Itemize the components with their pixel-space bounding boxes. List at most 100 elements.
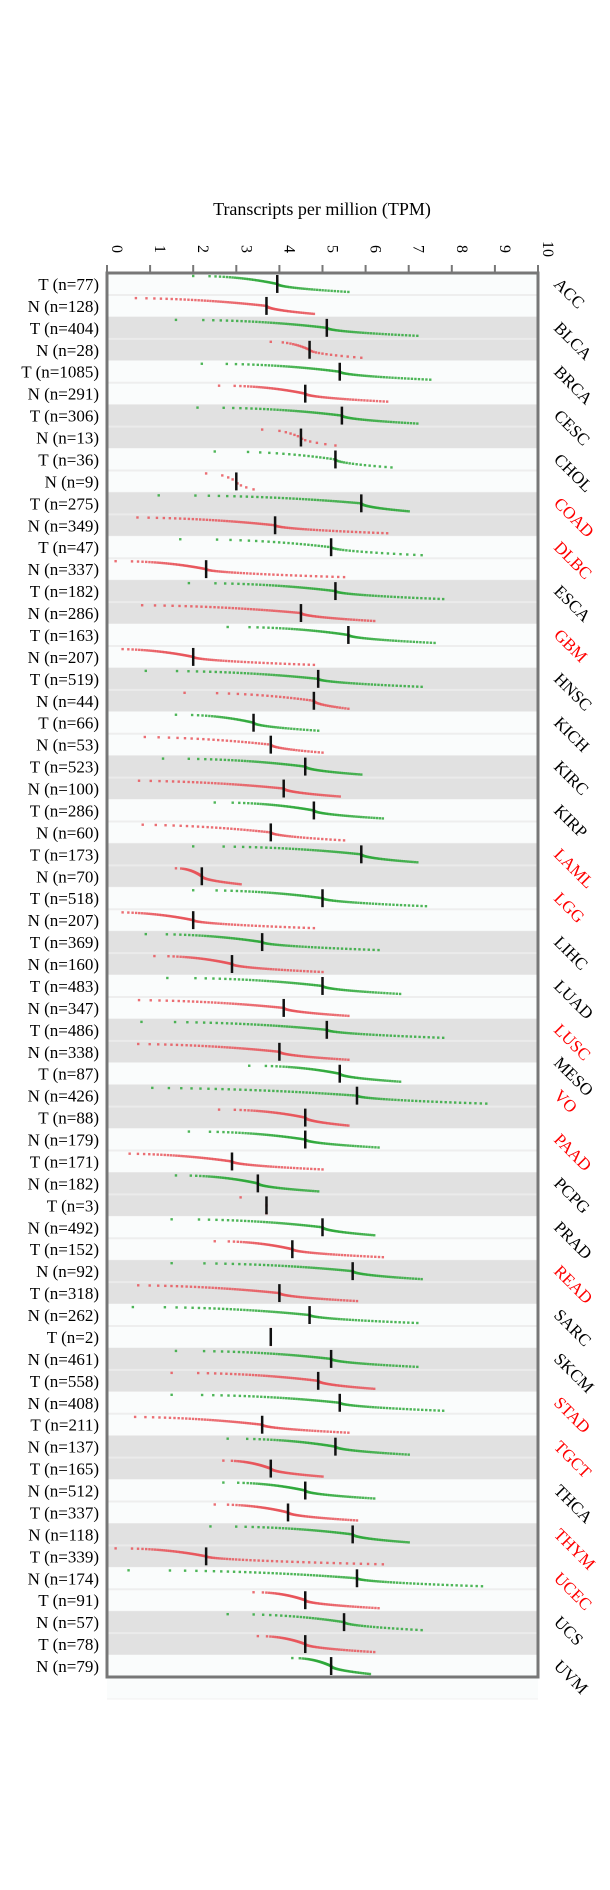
data-point (349, 1385, 353, 1389)
data-point (194, 1417, 198, 1421)
data-point (397, 639, 400, 643)
data-point (356, 1076, 360, 1080)
data-point (280, 1353, 283, 1356)
data-point (260, 1023, 263, 1027)
data-point (308, 1616, 312, 1620)
data-point (341, 397, 344, 401)
data-point (300, 1010, 303, 1014)
data-point (267, 761, 270, 764)
data-point (274, 1264, 277, 1267)
data-point (290, 527, 294, 530)
data-point (298, 453, 301, 457)
data-point (271, 761, 274, 765)
data-point (363, 418, 366, 422)
data-point (299, 1167, 302, 1170)
data-point (261, 761, 264, 764)
data-point (285, 285, 288, 288)
data-point (247, 939, 251, 942)
data-point (300, 1313, 303, 1316)
data-point (156, 1548, 159, 1552)
data-point (324, 442, 327, 446)
data-point (320, 1056, 324, 1060)
data-point (265, 1220, 269, 1224)
data-point (219, 758, 222, 761)
data-point (299, 527, 302, 531)
data-point (331, 705, 334, 708)
data-point (170, 1393, 173, 1397)
data-point (249, 1558, 252, 1562)
data-point (268, 1133, 272, 1137)
data-point (356, 550, 359, 553)
data-point (393, 1080, 397, 1083)
data-point (316, 498, 319, 502)
data-point (358, 636, 362, 639)
data-point (275, 609, 278, 613)
data-point (333, 1494, 337, 1497)
data-point (260, 1351, 264, 1355)
data-point (200, 1000, 203, 1004)
data-point (327, 499, 330, 502)
data-point (214, 670, 217, 674)
data-point (379, 420, 383, 423)
data-point (252, 522, 256, 525)
data-point (303, 1473, 306, 1477)
data-point (377, 1078, 380, 1082)
data-point (277, 804, 281, 807)
data-point (275, 1352, 278, 1356)
data-point (246, 450, 250, 454)
data-point (391, 1539, 395, 1543)
data-point (142, 1152, 146, 1156)
data-point (280, 1024, 284, 1028)
data-point (310, 895, 314, 899)
data-point (369, 1033, 372, 1036)
data-point (140, 1020, 143, 1024)
data-point (324, 588, 327, 592)
data-point (300, 1428, 303, 1432)
data-point (366, 1562, 370, 1566)
data-point (317, 970, 320, 974)
data-point (209, 1525, 212, 1528)
data-point (399, 903, 403, 907)
data-point (299, 791, 302, 794)
data-point (286, 322, 290, 326)
data-point (358, 1624, 361, 1627)
data-point (359, 418, 363, 421)
data-point (287, 526, 290, 530)
data-point (350, 417, 354, 420)
data-point (406, 640, 409, 643)
data-point (260, 742, 264, 745)
data-point (297, 1295, 301, 1299)
data-point (312, 1516, 315, 1519)
data-point (207, 1175, 211, 1178)
data-point (297, 791, 301, 794)
data-point (354, 1076, 357, 1079)
data-point (315, 1266, 318, 1270)
data-point (242, 1163, 246, 1166)
data-point (268, 609, 271, 612)
data-point (375, 857, 378, 860)
data-point (374, 1320, 378, 1323)
data-point (312, 1225, 316, 1228)
data-point (260, 1220, 263, 1224)
data-point (250, 1505, 254, 1508)
data-point (294, 981, 297, 985)
data-point (276, 1186, 279, 1189)
data-point (305, 1473, 308, 1477)
data-point (312, 983, 315, 987)
data-point (296, 1354, 299, 1357)
data-point (254, 1242, 258, 1245)
data-point (187, 1000, 190, 1003)
data-point (258, 522, 261, 525)
data-point (270, 1134, 274, 1137)
data-point (328, 396, 331, 400)
data-point (205, 1157, 209, 1160)
data-point (358, 618, 361, 622)
data-point (301, 1250, 305, 1254)
data-point (358, 948, 361, 951)
data-point (302, 1560, 305, 1564)
data-point (345, 461, 348, 465)
data-point (329, 413, 332, 416)
data-point (285, 1397, 288, 1400)
data-point (296, 1440, 299, 1443)
data-point (254, 1351, 257, 1354)
